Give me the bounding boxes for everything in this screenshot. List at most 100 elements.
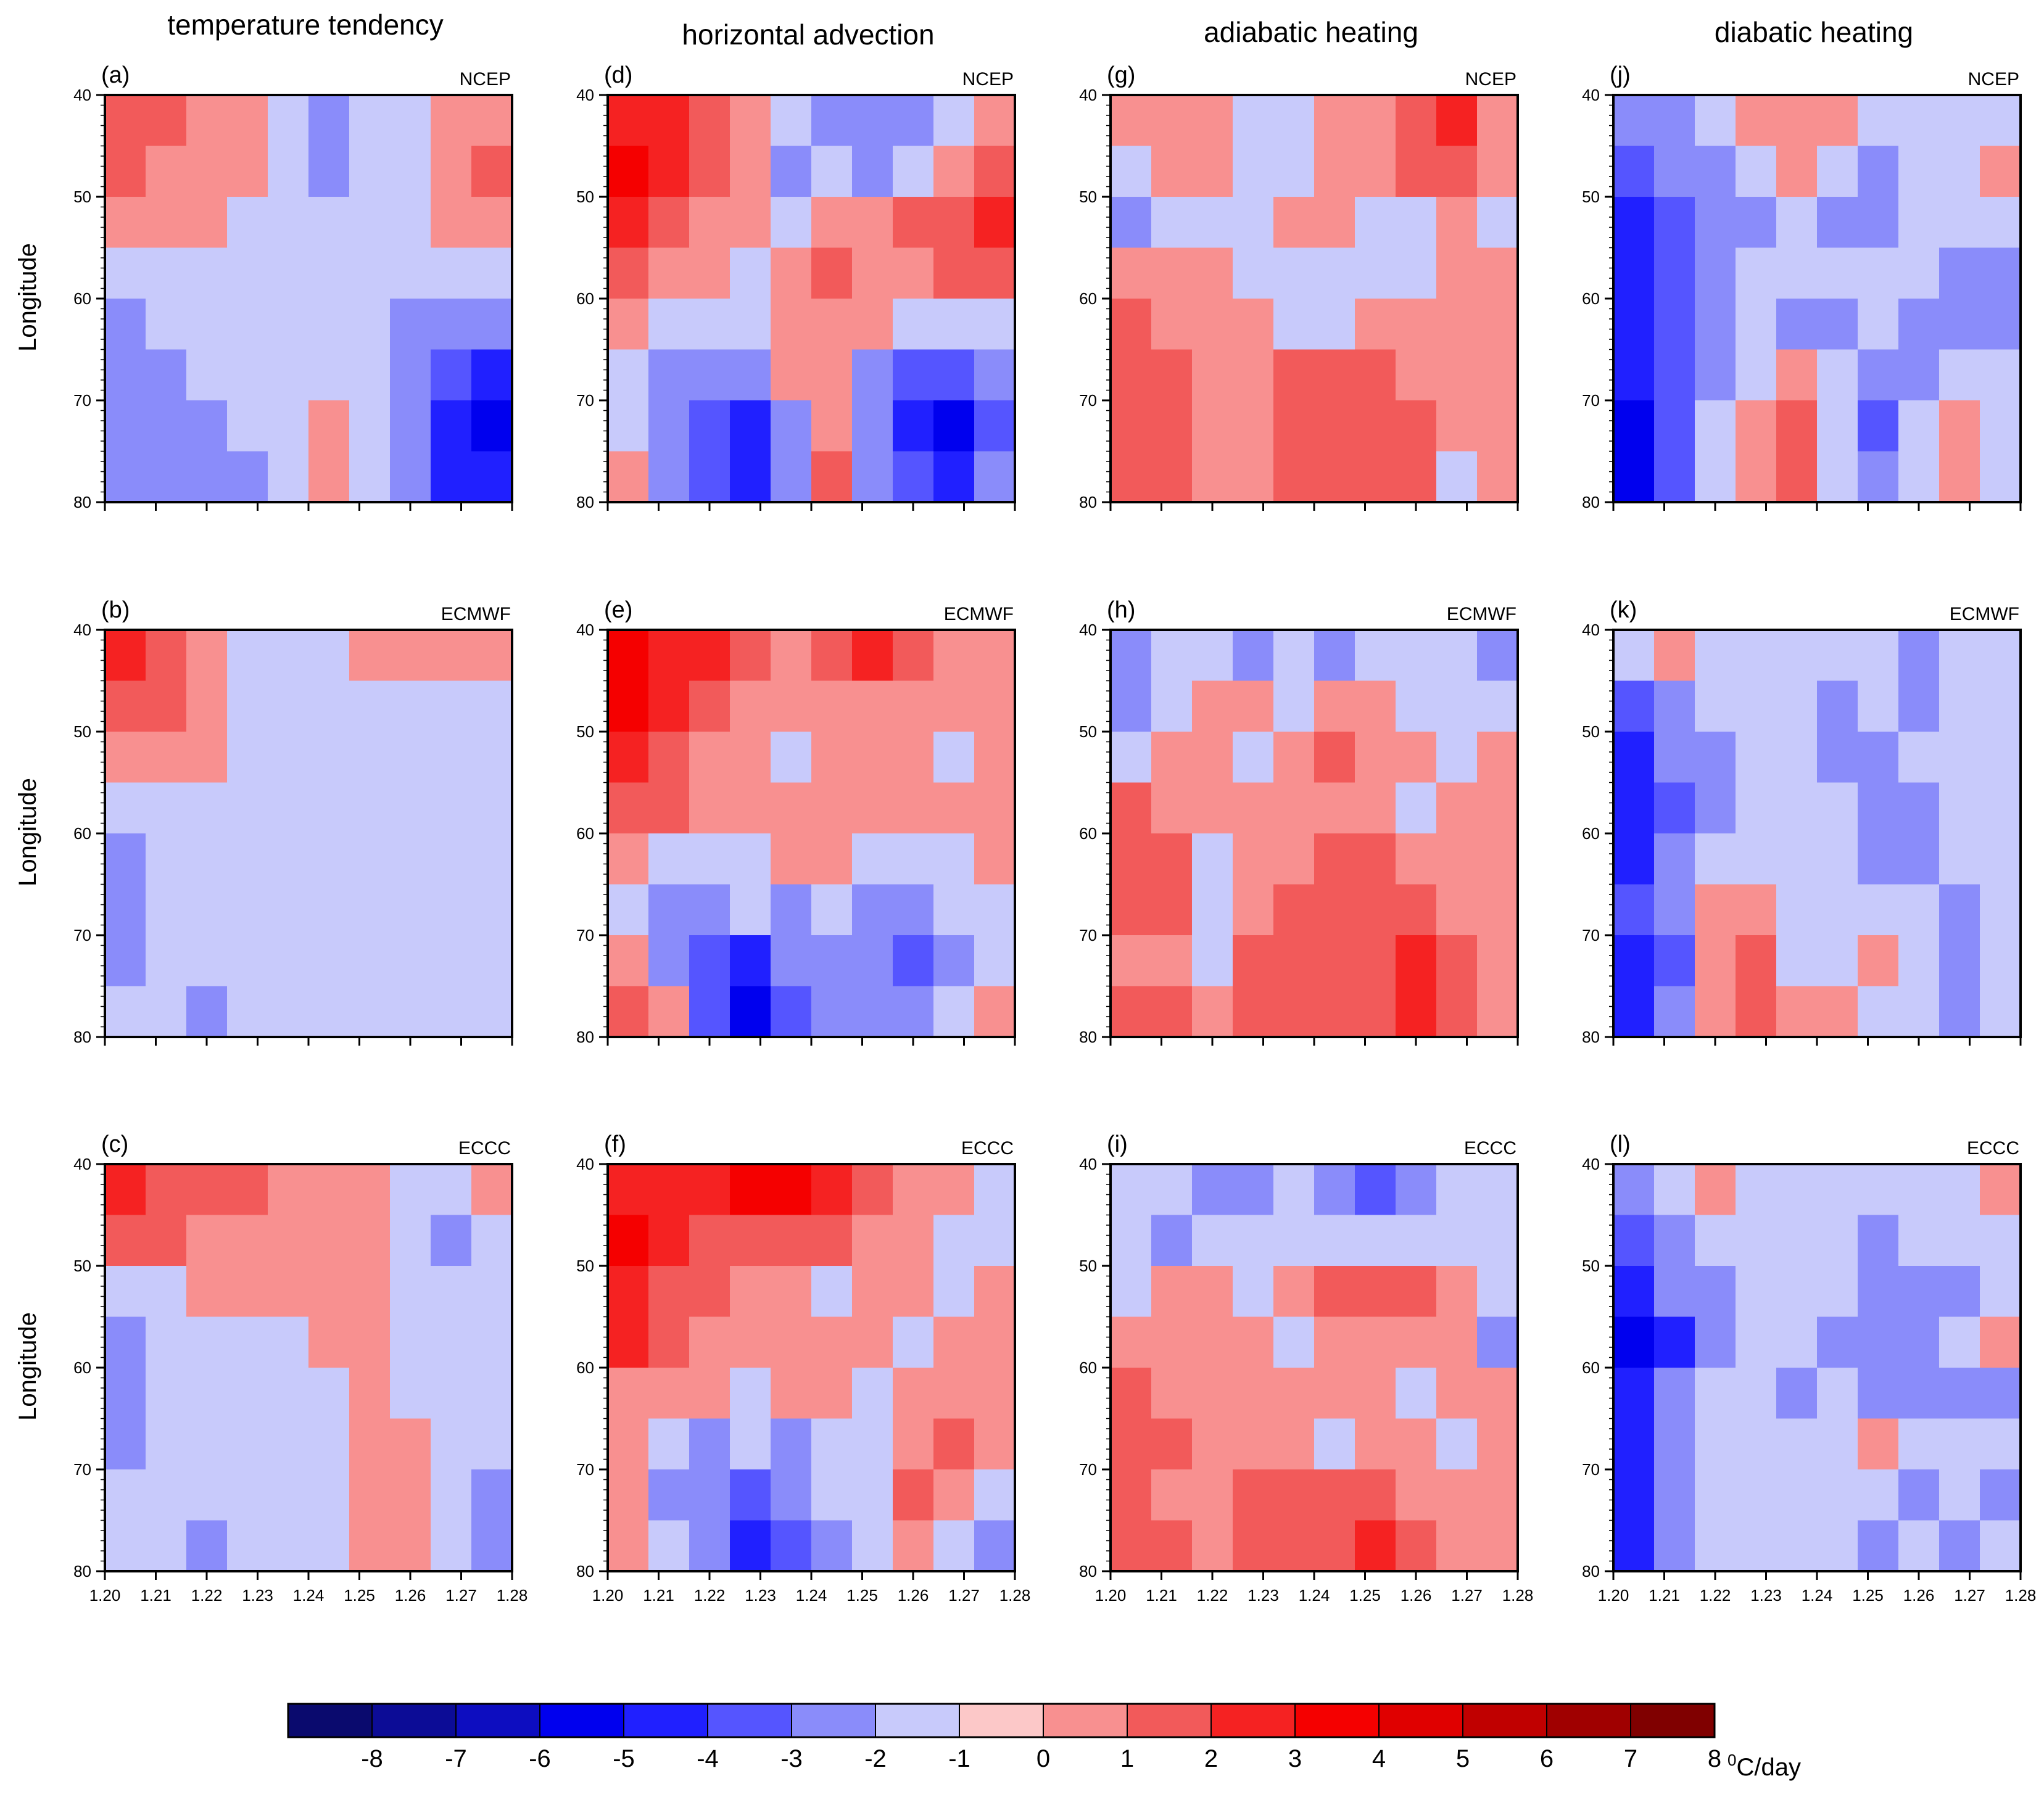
colorbar-swatch bbox=[371, 1703, 457, 1738]
source-label-a: NCEP bbox=[460, 69, 511, 89]
heatmap-cell bbox=[1192, 1164, 1233, 1216]
heatmap-cell bbox=[1477, 1418, 1518, 1470]
heatmap-cell bbox=[852, 1368, 893, 1419]
heatmap-cell bbox=[186, 1469, 228, 1521]
heatmap-cell bbox=[1695, 1215, 1736, 1266]
heatmap-cell bbox=[893, 95, 934, 147]
colorbar-swatch bbox=[1210, 1703, 1296, 1738]
y-tick-label: 70 bbox=[576, 1460, 594, 1479]
heatmap-cell bbox=[1192, 782, 1233, 834]
heatmap-cell bbox=[1898, 1418, 1940, 1470]
heatmap-cell bbox=[1695, 1520, 1736, 1572]
heatmap-cell bbox=[852, 986, 893, 1038]
heatmap-cell bbox=[1858, 782, 1899, 834]
heatmap-cell bbox=[1695, 247, 1736, 299]
heatmap-cell bbox=[1192, 1469, 1233, 1521]
heatmap-cell bbox=[349, 986, 391, 1038]
heatmap-cell bbox=[648, 247, 690, 299]
heatmap-cell bbox=[1817, 1215, 1858, 1266]
heatmap-cell bbox=[1192, 299, 1233, 350]
heatmap-cell bbox=[1111, 349, 1152, 401]
heatmap-cell bbox=[1396, 833, 1437, 885]
heatmap-cell bbox=[1273, 680, 1315, 732]
heatmap-cell bbox=[431, 1368, 472, 1419]
x-tick-label: 1.26 bbox=[1903, 1586, 1935, 1605]
y-tick-label: 40 bbox=[73, 621, 91, 639]
y-tick-label: 80 bbox=[1582, 493, 1600, 511]
heatmap-cell bbox=[893, 1418, 934, 1470]
heatmap-cell bbox=[608, 1164, 649, 1216]
heatmap-cell bbox=[1980, 732, 2021, 783]
heatmap-cell bbox=[811, 400, 853, 452]
heatmap-cell bbox=[186, 1418, 228, 1470]
heatmap-cell bbox=[1111, 884, 1152, 936]
heatmap-cell bbox=[1355, 95, 1396, 147]
heatmap-cell bbox=[689, 1215, 730, 1266]
heatmap-cell bbox=[1396, 1469, 1437, 1521]
heatmap-cell bbox=[689, 935, 730, 987]
colorbar-label: 4 bbox=[1372, 1745, 1386, 1772]
heatmap-cell bbox=[308, 782, 350, 834]
heatmap-cell bbox=[1980, 1266, 2021, 1318]
x-tick-label: 1.24 bbox=[796, 1586, 827, 1605]
heatmap-cell bbox=[308, 1266, 350, 1318]
heatmap-cell bbox=[811, 680, 853, 732]
heatmap-cell bbox=[1776, 1368, 1818, 1419]
x-tick-label: 1.25 bbox=[1349, 1586, 1381, 1605]
y-tick-label: 50 bbox=[73, 722, 91, 741]
heatmap-cell bbox=[974, 299, 1016, 350]
heatmap-cell bbox=[227, 1418, 268, 1470]
heatmap-cell bbox=[268, 884, 309, 936]
heatmap-cell bbox=[431, 935, 472, 987]
heatmap-cell bbox=[1436, 451, 1478, 503]
heatmap-cell bbox=[1233, 1469, 1274, 1521]
heatmap-cell bbox=[1695, 630, 1736, 682]
heatmap-cell bbox=[730, 1266, 771, 1318]
heatmap-cell bbox=[1898, 1368, 1940, 1419]
heatmap-cell bbox=[1980, 95, 2021, 147]
heatmap-cell bbox=[1436, 95, 1478, 147]
heatmap-cell bbox=[1151, 1368, 1193, 1419]
heatmap-cell bbox=[1898, 1520, 1940, 1572]
heatmap-cell bbox=[1111, 833, 1152, 885]
y-tick-label: 60 bbox=[1079, 824, 1097, 843]
heatmap-cell bbox=[431, 1215, 472, 1266]
heatmap-cell bbox=[893, 349, 934, 401]
heatmap-cell bbox=[268, 1520, 309, 1572]
heatmap-cell bbox=[1817, 1469, 1858, 1521]
heatmap-cell bbox=[608, 299, 649, 350]
colorbar-swatch bbox=[1630, 1703, 1716, 1738]
heatmap-cell bbox=[227, 1368, 268, 1419]
heatmap-cell bbox=[349, 1215, 391, 1266]
heatmap-cell bbox=[1111, 630, 1152, 682]
panel-label-h: (h) bbox=[1107, 597, 1135, 623]
heatmap-cell bbox=[893, 1368, 934, 1419]
heatmap-cell bbox=[105, 732, 146, 783]
panel-label-a: (a) bbox=[101, 62, 130, 88]
heatmap-cell bbox=[648, 400, 690, 452]
heatmap-cell bbox=[349, 935, 391, 987]
heatmap-cell bbox=[1314, 451, 1355, 503]
heatmap-cell bbox=[349, 146, 391, 197]
colorbar-label: -4 bbox=[697, 1745, 719, 1772]
heatmap-cell bbox=[689, 1316, 730, 1368]
heatmap-cell bbox=[146, 782, 187, 834]
heatmap-cell bbox=[390, 680, 431, 732]
heatmap-cell bbox=[308, 299, 350, 350]
heatmap-cell bbox=[1736, 400, 1777, 452]
heatmap-cell bbox=[390, 630, 431, 682]
heatmap-cell bbox=[1192, 197, 1233, 249]
heatmap-cell bbox=[730, 1469, 771, 1521]
heatmap-cell bbox=[811, 1469, 853, 1521]
heatmap-cell bbox=[1436, 1266, 1478, 1318]
heatmap-cell bbox=[105, 299, 146, 350]
heatmap-cell bbox=[1613, 732, 1655, 783]
panel-label-g: (g) bbox=[1107, 62, 1135, 88]
x-tick-label: 1.26 bbox=[1401, 1586, 1432, 1605]
heatmap-cell bbox=[471, 1520, 513, 1572]
heatmap-cell bbox=[933, 833, 975, 885]
heatmap-cell bbox=[893, 782, 934, 834]
heatmap-cell bbox=[1192, 1316, 1233, 1368]
heatmap-cell bbox=[1477, 451, 1518, 503]
heatmap-cell bbox=[1436, 400, 1478, 452]
